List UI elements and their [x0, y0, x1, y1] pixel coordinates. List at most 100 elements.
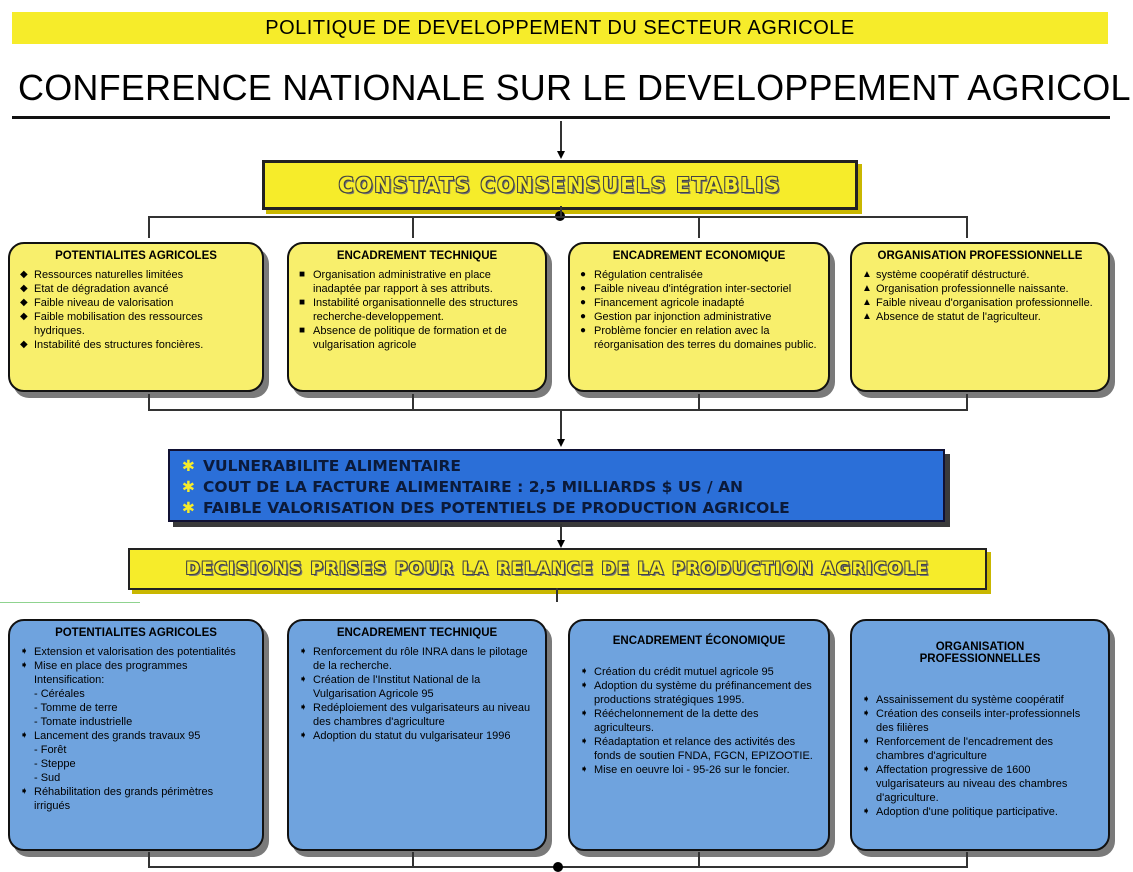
- main-title: CONFERENCE NATIONALE SUR LE DEVELOPPEMEN…: [18, 67, 1133, 108]
- circle-bullet-icon: ●: [580, 283, 587, 294]
- circle-bullet-icon: ●: [580, 297, 587, 308]
- list-item: - Steppe: [34, 758, 76, 770]
- card-list: ● Régulation centralisée ● Faible niveau d…: [580, 268, 818, 352]
- arrow-bullet-icon: ➧: [580, 736, 589, 747]
- connector-line: [148, 852, 150, 868]
- list-item: ➧ Création des conseils inter-professionn…: [862, 708, 1081, 734]
- diamond-bullet-icon: ◆: [20, 311, 28, 322]
- decisions-band: DECISIONS PRISES POUR LA RELANCE DE LA P…: [128, 548, 987, 590]
- list-item: ▲ Absence de statut de l'agriculteur.: [862, 311, 1041, 323]
- connector-line: [966, 394, 968, 410]
- constat-card-encadrement-economique: ENCADREMENT ECONOMIQUE ● Régulation centr…: [568, 242, 830, 392]
- arrow-bullet-icon: ➧: [580, 666, 589, 677]
- card-title: ENCADREMENT TECHNIQUE: [336, 250, 498, 262]
- connector-line: [966, 216, 968, 238]
- list-item: ➧ Extension et valorisation des potential…: [20, 646, 236, 658]
- list-item: - Tomme de terre: [34, 702, 118, 714]
- list-item: ■ Absence de politique de formation et de…: [299, 325, 507, 351]
- arrow-down-icon: [557, 439, 565, 447]
- decision-card-encadrement-economique: ENCADREMENT ÉCONOMIQUE ➧ Création du créd…: [568, 619, 830, 851]
- junction-dot: [553, 862, 563, 872]
- constat-card-potentialites: POTENTIALITES AGRICOLES ◆ Ressources natu…: [8, 242, 264, 392]
- list-item: ■ Instabilité organisationnelle des struc…: [299, 297, 518, 323]
- list-item: ➧ Mise en oeuvre loi - 95-26 sur le fonci…: [580, 764, 790, 776]
- triangle-bullet-icon: ▲: [862, 283, 872, 294]
- arrow-down-icon: [557, 540, 565, 548]
- connector-line: [412, 216, 414, 238]
- list-item: ➧ Mise en place des programmes Intensific…: [20, 660, 188, 686]
- list-item: ◆ Faible mobilisation des ressources hydr…: [20, 311, 203, 337]
- list-item: ◆ Etat de dégradation avancé: [20, 283, 169, 295]
- constats-band: CONSTATS CONSENSUELS ETABLIS: [262, 160, 858, 210]
- arrow-bullet-icon: ➧: [862, 806, 871, 817]
- square-bullet-icon: ■: [299, 325, 306, 336]
- connector-line: [148, 216, 968, 218]
- list-item: ▲ Faible niveau d'organisation profession…: [862, 297, 1093, 309]
- connector-line: [148, 216, 150, 238]
- arrow-bullet-icon: ➧: [299, 730, 308, 741]
- arrow-down-icon: [557, 151, 565, 159]
- list-item: ● Financement agricole inadapté: [580, 297, 745, 309]
- triangle-bullet-icon: ▲: [862, 311, 872, 322]
- arrow-bullet-icon: ➧: [299, 646, 308, 657]
- arrow-bullet-icon: ➧: [20, 660, 29, 671]
- list-item: ➧ Réhabilitation des grands périmètres ir…: [20, 786, 214, 812]
- decision-card-potentialites: POTENTIALITES AGRICOLES ➧ Extension et va…: [8, 619, 264, 851]
- list-item: ◆ Ressources naturelles limitées: [20, 269, 184, 281]
- list-item: ➧ Adoption d'une politique participative.: [862, 806, 1058, 818]
- diamond-bullet-icon: ◆: [20, 297, 28, 308]
- top-banner: POLITIQUE DE DEVELOPPEMENT DU SECTEUR AG…: [12, 12, 1108, 44]
- connector-line: [560, 524, 562, 544]
- top-banner-text: POLITIQUE DE DEVELOPPEMENT DU SECTEUR AG…: [265, 16, 855, 39]
- list-item: ◆ Faible niveau de valorisation: [20, 297, 174, 309]
- arrow-bullet-icon: ➧: [862, 764, 871, 775]
- list-item: ➧ Rééchelonnement de la dette des agricul…: [580, 708, 759, 734]
- circle-bullet-icon: ●: [580, 269, 587, 280]
- diamond-bullet-icon: ◆: [20, 339, 28, 350]
- decision-card-organisation: ORGANISATION PROFESSIONNELLES ➧ Assainiss…: [850, 619, 1110, 851]
- arrow-bullet-icon: ➧: [20, 786, 29, 797]
- arrow-bullet-icon: ➧: [20, 646, 29, 657]
- card-title: ORGANISATION PROFESSIONNELLE: [877, 250, 1083, 262]
- card-list: ➧ Renforcement du rôle INRA dans le pilot…: [299, 645, 535, 743]
- arrow-bullet-icon: ➧: [862, 736, 871, 747]
- arrow-bullet-icon: ➧: [862, 694, 871, 705]
- square-bullet-icon: ■: [299, 269, 306, 280]
- card-list: ◆ Ressources naturelles limitées ◆ Etat de…: [20, 268, 252, 352]
- list-item: ◆ Instabilité des structures foncières.: [20, 339, 204, 351]
- connector-line: [148, 394, 150, 410]
- constraints-box: ✱ VULNERABILITE ALIMENTAIRE ✱ COUT DE LA F…: [168, 449, 945, 522]
- list-item: ➧ Création du crédit mutuel agricole 95: [580, 666, 774, 678]
- list-item: ● Problème foncier en relation avec la ré…: [580, 325, 817, 351]
- decisions-title: DECISIONS PRISES POUR LA RELANCE DE LA P…: [185, 559, 930, 579]
- connector-line: [556, 588, 558, 602]
- list-item: - Tomate industrielle: [34, 716, 133, 728]
- diamond-bullet-icon: ◆: [20, 269, 28, 280]
- constat-card-encadrement-technique: ENCADREMENT TECHNIQUE ■ Organisation admi…: [287, 242, 547, 392]
- arrow-bullet-icon: ➧: [20, 730, 29, 741]
- list-item: ➧ Assainissement du système coopératif: [862, 694, 1064, 706]
- list-item: - Forêt: [34, 744, 67, 756]
- diamond-bullet-icon: ◆: [20, 283, 28, 294]
- card-list: ▲ système coopératif déstructuré. ▲ Organi…: [862, 268, 1098, 324]
- list-item: ➧ Réadaptation et relance des activités d…: [580, 736, 813, 762]
- list-item: ➧ Lancement des grands travaux 95: [20, 730, 201, 742]
- star-bullet-icon: ✱: [182, 499, 195, 517]
- card-list: ➧ Création du crédit mutuel agricole 95 ➧…: [580, 665, 818, 777]
- card-title: ENCADREMENT ÉCONOMIQUE: [612, 635, 786, 647]
- card-list: ■ Organisation administrative en place in…: [299, 268, 535, 352]
- list-item: ➧ Création de l'Institut National de la V…: [299, 674, 481, 700]
- constraint-line: ✱ COUT DE LA FACTURE ALIMENTAIRE : 2,5 MI…: [182, 478, 744, 496]
- connector-line: [560, 409, 562, 441]
- arrow-bullet-icon: ➧: [580, 680, 589, 691]
- decision-card-encadrement-technique: ENCADREMENT TECHNIQUE ➧ Renforcement du r…: [287, 619, 547, 851]
- card-title: POTENTIALITES AGRICOLES: [55, 627, 217, 639]
- card-title: ENCADREMENT ECONOMIQUE: [612, 250, 786, 262]
- connector-line: [560, 121, 562, 155]
- connector-line: [412, 852, 414, 868]
- constats-title: CONSTATS CONSENSUELS ETABLIS: [338, 173, 782, 197]
- constraint-line: ✱ VULNERABILITE ALIMENTAIRE: [182, 457, 462, 475]
- list-item: - Céréales: [34, 688, 85, 700]
- triangle-bullet-icon: ▲: [862, 297, 872, 308]
- arrow-bullet-icon: ➧: [299, 702, 308, 713]
